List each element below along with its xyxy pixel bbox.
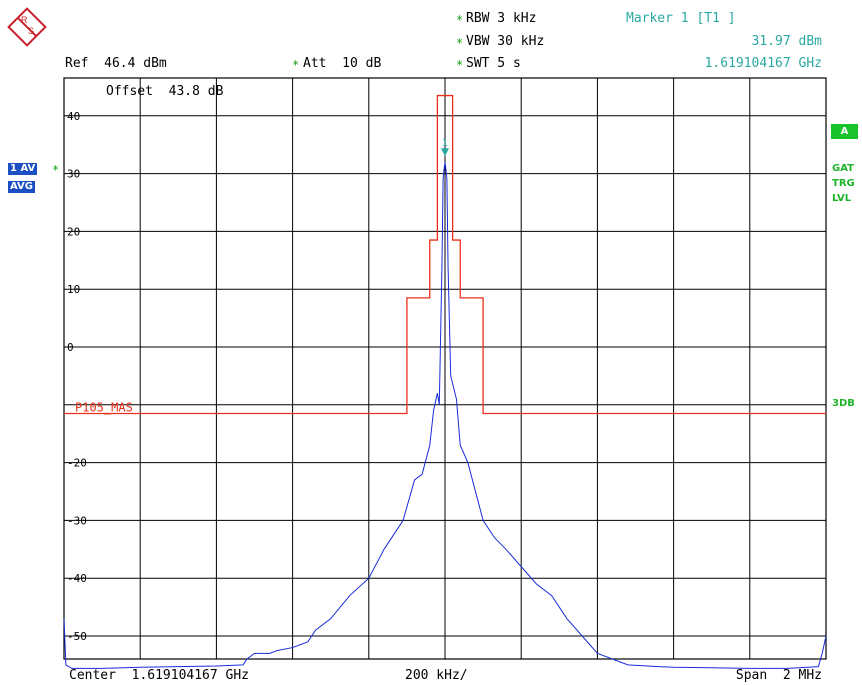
vbw-readout: VBW 30 kHz — [466, 34, 545, 49]
limit-line — [64, 94, 826, 415]
spectrum-trace — [63, 162, 827, 669]
span-readout: Span 2 MHz — [735, 668, 822, 683]
y-tick-label: 30 — [67, 168, 80, 181]
limit-line-label: P105_MAS — [75, 401, 133, 415]
marker-title: Marker 1 [T1 ] — [626, 11, 736, 26]
marker-1-label: 1 — [442, 138, 448, 149]
trace-mode-label: AVG — [8, 181, 36, 193]
y-tick-label: -40 — [67, 572, 87, 585]
screen-a-badge: A — [831, 124, 858, 139]
marker-frequency: 1.619104167 GHz — [704, 56, 822, 71]
trigger-indicator: TRG — [832, 178, 855, 189]
3db-indicator: 3DB — [832, 398, 855, 409]
vbw-star: * — [456, 36, 464, 50]
y-tick-label: -30 — [67, 514, 87, 527]
swt-readout: SWT 5 s — [466, 56, 521, 71]
att-star: * — [292, 58, 300, 72]
y-tick-label: -50 — [67, 630, 87, 643]
marker-level: 31.97 dBm — [751, 34, 822, 49]
marker-1-triangle — [441, 148, 449, 157]
y-tick-label: 40 — [67, 110, 80, 123]
swt-star: * — [456, 58, 464, 72]
y-tick-label: 10 — [67, 283, 80, 296]
division-scale: 200 kHz/ — [405, 668, 468, 683]
trace-1-label: 1 AV — [8, 163, 38, 175]
ref-level-readout: Ref 46.4 dBm — [65, 56, 167, 71]
level-indicator: LVL — [832, 193, 852, 204]
center-frequency: Center 1.619104167 GHz — [69, 668, 250, 683]
y-tick-label: 20 — [67, 225, 80, 238]
offset-readout: Offset 43.8 dB — [106, 84, 224, 99]
attenuation-readout: Att 10 dB — [303, 56, 382, 71]
y-tick-label: -20 — [67, 457, 87, 470]
gate-indicator: GAT — [832, 163, 854, 174]
y-tick-label: 0 — [67, 341, 74, 354]
rbw-star: * — [456, 13, 464, 27]
trace-star: * — [52, 163, 60, 177]
rbw-readout: RBW 3 kHz — [466, 11, 537, 26]
